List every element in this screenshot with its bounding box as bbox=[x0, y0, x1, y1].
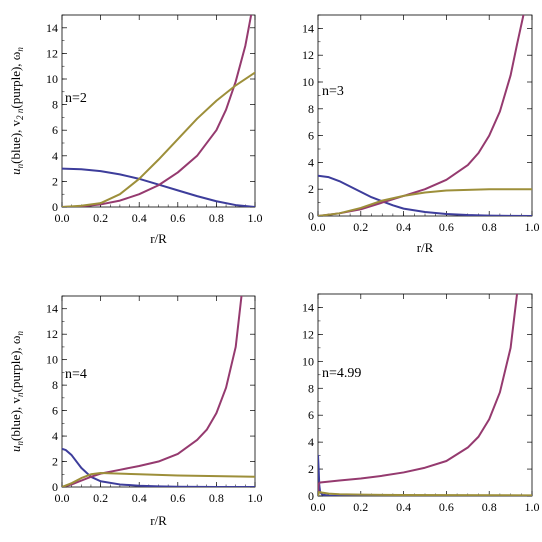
y-tick-label: 2 bbox=[52, 455, 58, 469]
y-tick-label: 14 bbox=[46, 302, 58, 316]
series-line-v bbox=[318, 294, 519, 496]
y-tick-label: 14 bbox=[46, 21, 58, 35]
x-tick-label: 0.0 bbox=[311, 220, 326, 234]
series-line-w bbox=[62, 471, 255, 487]
y-tick-label: 2 bbox=[52, 174, 58, 188]
x-tick-label: 0.8 bbox=[482, 500, 497, 514]
x-tick-label: 0.0 bbox=[55, 491, 70, 505]
series-line-w bbox=[62, 71, 255, 207]
x-tick-label: 0.2 bbox=[353, 500, 368, 514]
x-tick-label: 0.6 bbox=[170, 211, 185, 225]
x-tick-label: 0.6 bbox=[439, 500, 454, 514]
series-line-u bbox=[62, 447, 255, 487]
y-tick-label: 4 bbox=[52, 149, 58, 163]
y-tick-label: 2 bbox=[308, 182, 314, 196]
x-tick-label: 1.0 bbox=[525, 500, 540, 514]
x-tick-label: 0.8 bbox=[209, 211, 224, 225]
y-axis-title-subscript: n bbox=[15, 392, 25, 397]
y-tick-label: 0 bbox=[308, 209, 314, 223]
x-tick-label: 1.0 bbox=[248, 211, 263, 225]
y-tick-label: 14 bbox=[302, 300, 314, 314]
panel-label: n=4 bbox=[65, 367, 87, 382]
series-line-v bbox=[318, 15, 525, 216]
y-axis-title: un(blue), vn(purple), ωn bbox=[8, 331, 25, 452]
series-line-u bbox=[318, 454, 532, 496]
y-tick-label: 8 bbox=[52, 378, 58, 392]
y-tick-label: 8 bbox=[52, 98, 58, 112]
y-tick-label: 6 bbox=[52, 404, 58, 418]
y-tick-label: 8 bbox=[308, 381, 314, 395]
y-axis-title-part: u bbox=[8, 168, 23, 175]
y-tick-label: 4 bbox=[308, 155, 314, 169]
y-tick-label: 0 bbox=[52, 480, 58, 494]
series-line-v bbox=[62, 15, 253, 207]
y-tick-label: 10 bbox=[46, 353, 58, 367]
x-tick-label: 1.0 bbox=[248, 491, 263, 505]
y-tick-label: 10 bbox=[46, 72, 58, 86]
plot-frame bbox=[61, 295, 256, 488]
y-tick-label: 4 bbox=[308, 435, 314, 449]
y-axis-title-part: (blue), v bbox=[8, 396, 23, 441]
x-tick-label: 0.2 bbox=[93, 491, 108, 505]
series-line-w bbox=[318, 490, 532, 496]
panel-label: n=3 bbox=[322, 84, 344, 99]
y-tick-label: 14 bbox=[302, 21, 314, 35]
y-tick-label: 12 bbox=[302, 327, 314, 341]
x-tick-label: 0.2 bbox=[353, 220, 368, 234]
y-axis-title-part: (purple), ω bbox=[8, 51, 23, 108]
y-axis-title-subscript: n bbox=[15, 47, 25, 52]
y-tick-label: 0 bbox=[308, 489, 314, 503]
series-line-v bbox=[62, 296, 243, 487]
panel-label: n=4.99 bbox=[322, 366, 361, 381]
x-tick-label: 0.0 bbox=[55, 211, 70, 225]
y-tick-label: 6 bbox=[52, 123, 58, 137]
x-tick-label: 0.6 bbox=[439, 220, 454, 234]
y-axis-title-subscript: n bbox=[15, 331, 25, 336]
y-axis-title-subscript: 2 n bbox=[15, 108, 25, 120]
y-tick-label: 6 bbox=[308, 129, 314, 143]
series-line-u bbox=[62, 167, 255, 207]
x-tick-label: 0.8 bbox=[209, 491, 224, 505]
x-tick-label: 0.4 bbox=[396, 220, 411, 234]
x-tick-label: 0.2 bbox=[93, 211, 108, 225]
y-axis-title-subscript: n bbox=[15, 163, 25, 168]
y-axis-title-part: u bbox=[8, 445, 23, 452]
x-tick-label: 0.8 bbox=[482, 220, 497, 234]
y-tick-label: 10 bbox=[302, 354, 314, 368]
x-axis-title: r/R bbox=[150, 231, 167, 246]
y-axis-title-part: (blue), v bbox=[8, 119, 23, 164]
y-tick-label: 4 bbox=[52, 429, 58, 443]
series-line-w bbox=[318, 188, 532, 216]
y-tick-label: 10 bbox=[302, 75, 314, 89]
y-tick-label: 8 bbox=[308, 102, 314, 116]
y-tick-label: 12 bbox=[46, 327, 58, 341]
y-tick-label: 12 bbox=[46, 46, 58, 60]
x-tick-label: 0.4 bbox=[396, 500, 411, 514]
x-tick-label: 1.0 bbox=[525, 220, 540, 234]
y-tick-label: 6 bbox=[308, 408, 314, 422]
y-tick-label: 2 bbox=[308, 462, 314, 476]
chart-panel-3: 0.0 0.2 0.4 0.6 0.8 1.002468101214n=4r/Run(bl… bbox=[8, 295, 263, 528]
panel-label: n=2 bbox=[65, 91, 87, 106]
x-axis-title: r/R bbox=[150, 513, 167, 528]
y-tick-label: 12 bbox=[302, 48, 314, 62]
y-axis-title-part: (purple), ω bbox=[8, 335, 23, 392]
x-tick-label: 0.6 bbox=[170, 491, 185, 505]
y-tick-label: 0 bbox=[52, 200, 58, 214]
x-tick-label: 0.0 bbox=[311, 500, 326, 514]
x-axis-title: r/R bbox=[417, 240, 434, 255]
y-axis-title: un(blue), v2 n(purple), ωn bbox=[8, 47, 25, 175]
x-tick-label: 0.4 bbox=[132, 491, 147, 505]
chart-panel-1: 0.0 0.2 0.4 0.6 0.8 1.002468101214n=2r/Run(bl… bbox=[8, 14, 263, 246]
chart-panel-2: 0.0 0.2 0.4 0.6 0.8 1.0 0 2 4 6 8 10 12 14 n=3 r/R bbox=[302, 14, 540, 255]
y-axis-title-subscript: n bbox=[15, 440, 25, 445]
chart-panel-4: 0.0 0.2 0.4 0.6 0.8 1.0 0 2 4 6 8 10 12 14 n=4.99 bbox=[302, 293, 540, 514]
x-tick-label: 0.4 bbox=[132, 211, 147, 225]
series-line-u bbox=[318, 174, 532, 216]
